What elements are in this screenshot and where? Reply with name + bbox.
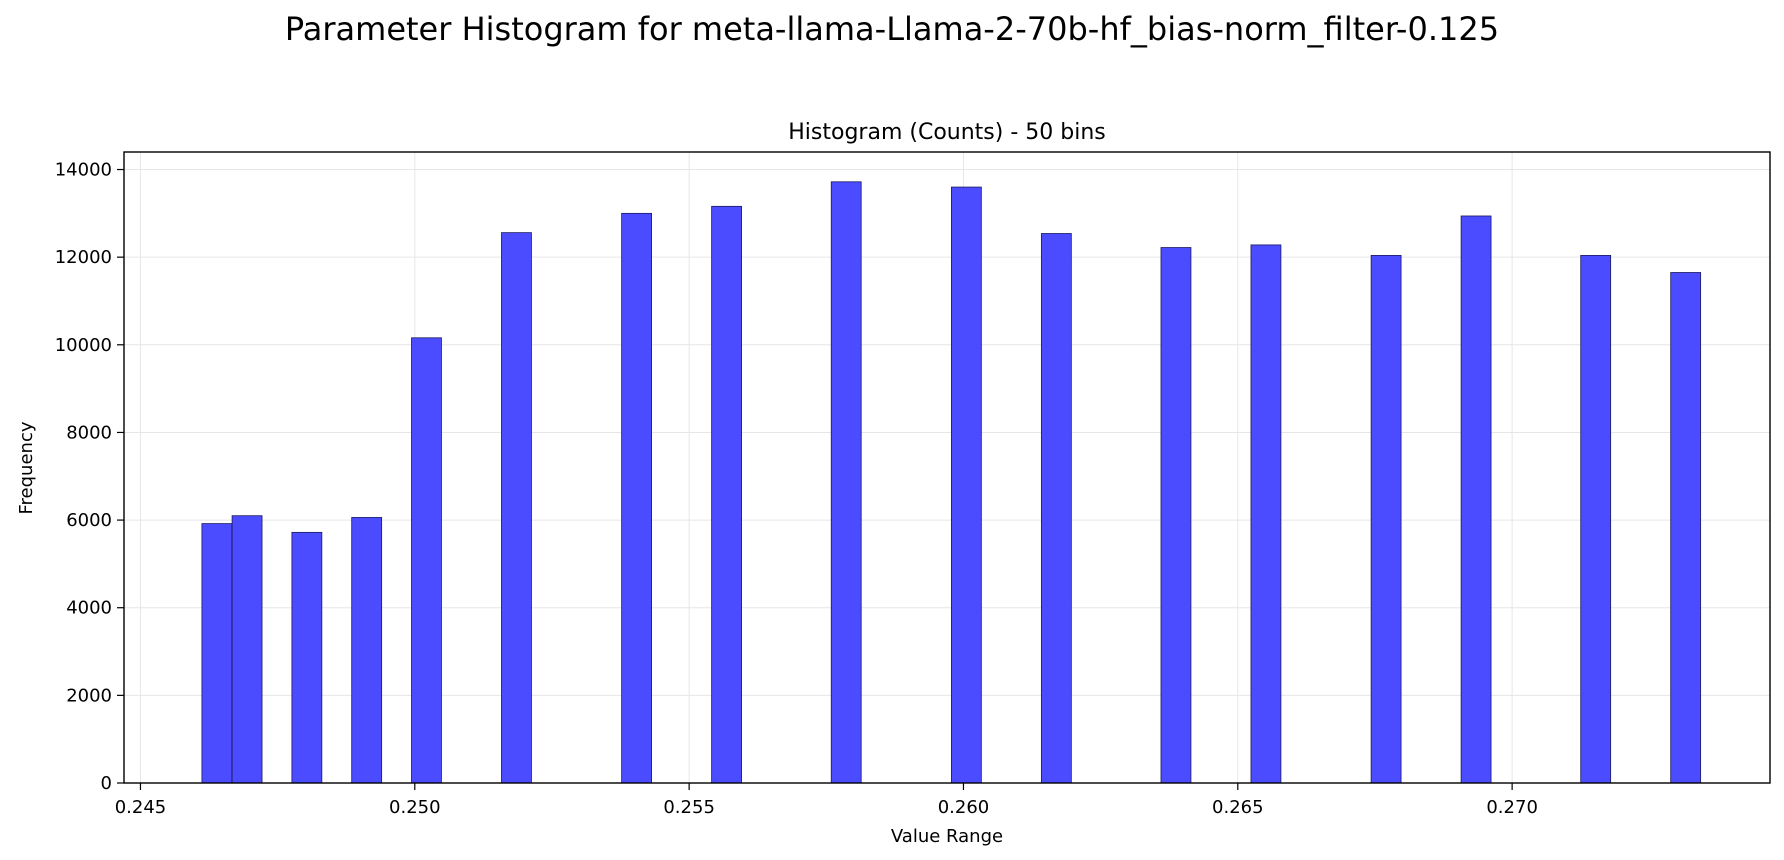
x-tick-label: 0.265 — [1212, 797, 1264, 818]
x-tick-label: 0.255 — [663, 797, 715, 818]
x-tick-label: 0.245 — [115, 797, 167, 818]
histogram-bar — [291, 531, 323, 784]
y-tick-label: 2000 — [66, 685, 112, 706]
histogram-bar — [621, 212, 652, 784]
y-tick-label: 12000 — [55, 247, 112, 268]
histogram-bar — [830, 181, 862, 784]
histogram-bar — [231, 515, 263, 784]
x-tick-label: 0.260 — [938, 797, 990, 818]
y-tick-label: 4000 — [66, 598, 112, 619]
histogram-bar — [351, 517, 383, 784]
y-tick-label: 8000 — [66, 422, 112, 443]
histogram-bar — [1040, 233, 1072, 784]
x-tick-label: 0.270 — [1486, 797, 1538, 818]
histogram-bar — [1370, 255, 1402, 784]
histogram-bar — [950, 186, 982, 784]
y-tick-label: 10000 — [55, 335, 112, 356]
histogram-bar — [1460, 215, 1492, 784]
x-axis-ticks: 0.245 0.250 0.255 0.260 0.265 0.270 — [115, 783, 1538, 818]
histogram-bar — [411, 337, 442, 784]
histogram-bar — [1670, 272, 1702, 784]
x-axis-label: Value Range — [891, 826, 1003, 847]
y-tick-label: 6000 — [66, 510, 112, 531]
grid — [124, 152, 1770, 784]
histogram-bar — [501, 232, 532, 784]
y-axis-ticks: 0 2000 4000 6000 8000 10000 12000 14000 — [55, 160, 124, 794]
figure-title: Parameter Histogram for meta-llama-Llama… — [285, 10, 1499, 48]
histogram-bar — [201, 523, 233, 784]
plot-frame — [123, 151, 1771, 784]
chart-title: Histogram (Counts) - 50 bins — [788, 120, 1105, 145]
histogram-bar — [1250, 244, 1282, 784]
histogram-bar — [1580, 255, 1612, 784]
histogram-bar — [711, 205, 742, 784]
y-tick-label: 0 — [101, 773, 112, 794]
histogram-bar — [1160, 247, 1192, 784]
y-tick-label: 14000 — [55, 160, 112, 181]
bars — [201, 181, 1702, 784]
x-tick-label: 0.250 — [389, 797, 441, 818]
y-axis-label: Frequency — [16, 421, 37, 514]
